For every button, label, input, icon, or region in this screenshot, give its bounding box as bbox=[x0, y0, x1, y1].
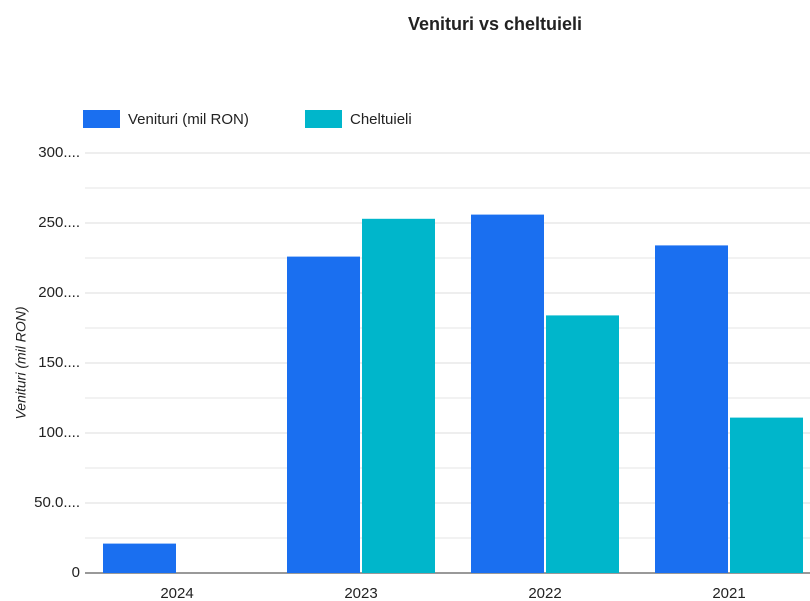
bar bbox=[287, 256, 360, 573]
y-tick-label: 150.... bbox=[38, 354, 80, 371]
x-tick-label: 2023 bbox=[344, 585, 377, 601]
y-tick-label: 250.... bbox=[38, 214, 80, 231]
legend-label: Venituri (mil RON) bbox=[128, 111, 249, 128]
y-tick-label: 200.... bbox=[38, 284, 80, 301]
legend-swatch bbox=[305, 110, 342, 128]
bar bbox=[730, 417, 803, 573]
y-tick-label: 300.... bbox=[38, 144, 80, 161]
chart-title: Venituri vs cheltuieli bbox=[408, 14, 582, 34]
x-tick-label: 2021 bbox=[712, 585, 745, 601]
bar bbox=[471, 214, 544, 573]
bar bbox=[655, 245, 728, 573]
x-tick-label: 2022 bbox=[528, 585, 561, 601]
y-tick-label: 100.... bbox=[38, 424, 80, 441]
y-tick-label: 50.0.... bbox=[34, 494, 80, 511]
x-tick-label: 2024 bbox=[160, 585, 193, 601]
bar bbox=[546, 315, 619, 573]
y-axis-title: Venituri (mil RON) bbox=[13, 306, 29, 419]
bar bbox=[362, 218, 435, 574]
legend-label: Cheltuieli bbox=[350, 111, 412, 128]
bar bbox=[103, 543, 176, 573]
y-tick-label: 0 bbox=[72, 564, 80, 581]
legend-swatch bbox=[83, 110, 120, 128]
